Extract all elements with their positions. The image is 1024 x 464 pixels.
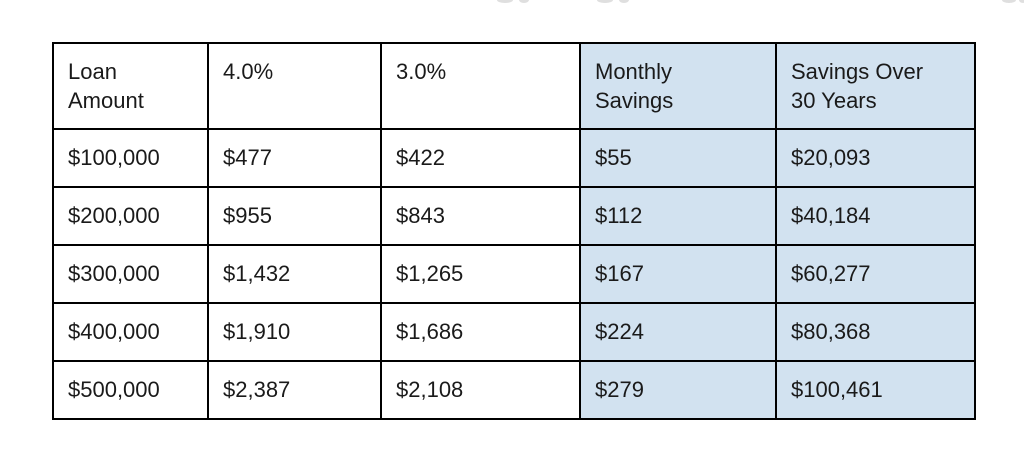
table-cell-payment-3pct: $1,265 <box>380 244 581 304</box>
table-cell-loan-amount: $200,000 <box>52 186 209 246</box>
table-cell-payment-4pct: $2,387 <box>207 360 382 420</box>
loan-savings-table: Loan Amount 4.0% 3.0% Monthly Savings Sa… <box>52 42 976 420</box>
table-cell-payment-4pct: $955 <box>207 186 382 246</box>
table-cell-monthly-savings: $112 <box>579 186 777 246</box>
table-cell-monthly-savings: $224 <box>579 302 777 362</box>
table-cell-savings-30-years: $80,368 <box>775 302 976 362</box>
table-cell-payment-3pct: $422 <box>380 128 581 188</box>
table-row: $500,000 $2,387 $2,108 $279 $100,461 <box>52 360 976 420</box>
cropped-text-artifact <box>597 0 613 3</box>
table-cell-payment-4pct: $1,432 <box>207 244 382 304</box>
table-header-row: Loan Amount 4.0% 3.0% Monthly Savings Sa… <box>52 42 976 130</box>
table-cell-payment-4pct: $477 <box>207 128 382 188</box>
table-cell-savings-30-years: $100,461 <box>775 360 976 420</box>
table-cell-payment-4pct: $1,910 <box>207 302 382 362</box>
cropped-text-artifact <box>1019 0 1024 3</box>
cropped-text-artifact <box>1002 0 1016 3</box>
header-cell-rate-4: 4.0% <box>207 42 382 130</box>
table-row: $200,000 $955 $843 $112 $40,184 <box>52 186 976 246</box>
cropped-text-artifact <box>497 0 513 3</box>
table-cell-monthly-savings: $279 <box>579 360 777 420</box>
header-cell-savings-30-years: Savings Over 30 Years <box>775 42 976 130</box>
table-cell-payment-3pct: $1,686 <box>380 302 581 362</box>
table-cell-payment-3pct: $843 <box>380 186 581 246</box>
loan-savings-table-container: Loan Amount 4.0% 3.0% Monthly Savings Sa… <box>52 42 976 420</box>
header-cell-monthly-savings: Monthly Savings <box>579 42 777 130</box>
table-cell-monthly-savings: $55 <box>579 128 777 188</box>
table-cell-loan-amount: $100,000 <box>52 128 209 188</box>
table-cell-loan-amount: $400,000 <box>52 302 209 362</box>
header-cell-loan-amount: Loan Amount <box>52 42 209 130</box>
table-row: $300,000 $1,432 $1,265 $167 $60,277 <box>52 244 976 304</box>
table-cell-savings-30-years: $60,277 <box>775 244 976 304</box>
table-cell-savings-30-years: $20,093 <box>775 128 976 188</box>
table-cell-payment-3pct: $2,108 <box>380 360 581 420</box>
table-cell-loan-amount: $500,000 <box>52 360 209 420</box>
table-cell-monthly-savings: $167 <box>579 244 777 304</box>
cropped-text-artifact <box>519 0 529 3</box>
header-cell-rate-3: 3.0% <box>380 42 581 130</box>
table-cell-savings-30-years: $40,184 <box>775 186 976 246</box>
table-row: $100,000 $477 $422 $55 $20,093 <box>52 128 976 188</box>
table-row: $400,000 $1,910 $1,686 $224 $80,368 <box>52 302 976 362</box>
cropped-text-artifact <box>619 0 629 3</box>
table-cell-loan-amount: $300,000 <box>52 244 209 304</box>
